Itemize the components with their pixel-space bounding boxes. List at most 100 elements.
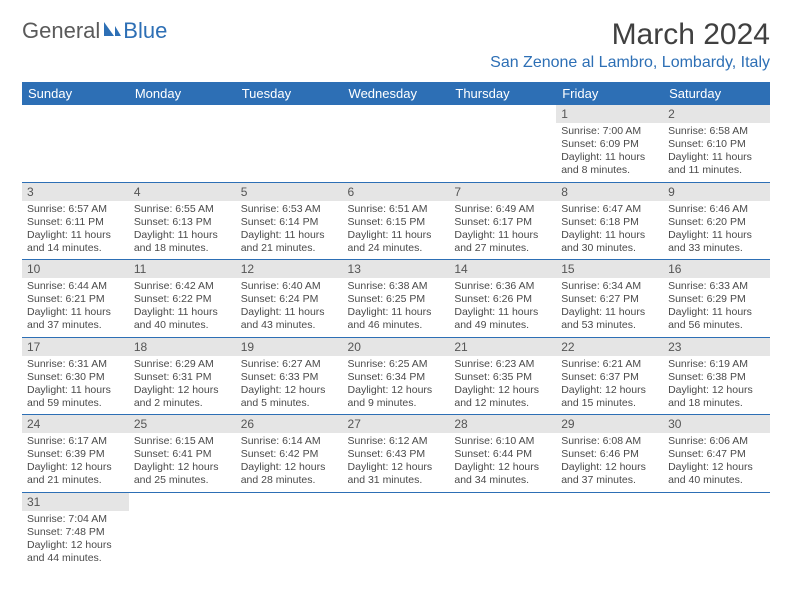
sunset-text: Sunset: 6:22 PM [134, 293, 231, 306]
location-text: San Zenone al Lambro, Lombardy, Italy [490, 54, 770, 72]
sunrise-text: Sunrise: 6:49 AM [454, 203, 551, 216]
daylight-text: Daylight: 12 hours and 40 minutes. [668, 461, 765, 487]
calendar-cell: 24Sunrise: 6:17 AMSunset: 6:39 PMDayligh… [22, 415, 129, 493]
day-number: 24 [22, 415, 129, 433]
day-number: 2 [663, 105, 770, 123]
day-details: Sunrise: 6:08 AMSunset: 6:46 PMDaylight:… [556, 433, 663, 492]
day-number: 7 [449, 183, 556, 201]
calendar-cell: 21Sunrise: 6:23 AMSunset: 6:35 PMDayligh… [449, 337, 556, 415]
calendar-cell: 9Sunrise: 6:46 AMSunset: 6:20 PMDaylight… [663, 182, 770, 260]
weekday-header: Monday [129, 82, 236, 105]
day-details: Sunrise: 6:10 AMSunset: 6:44 PMDaylight:… [449, 433, 556, 492]
sunset-text: Sunset: 6:09 PM [561, 138, 658, 151]
daylight-text: Daylight: 11 hours and 14 minutes. [27, 229, 124, 255]
day-number: 5 [236, 183, 343, 201]
day-number: 8 [556, 183, 663, 201]
sunrise-text: Sunrise: 6:21 AM [561, 358, 658, 371]
day-number: 21 [449, 338, 556, 356]
sunset-text: Sunset: 6:41 PM [134, 448, 231, 461]
day-details: Sunrise: 6:14 AMSunset: 6:42 PMDaylight:… [236, 433, 343, 492]
sunrise-text: Sunrise: 6:47 AM [561, 203, 658, 216]
calendar-cell [343, 105, 450, 182]
day-details: Sunrise: 6:44 AMSunset: 6:21 PMDaylight:… [22, 278, 129, 337]
day-details: Sunrise: 6:33 AMSunset: 6:29 PMDaylight:… [663, 278, 770, 337]
day-number: 3 [22, 183, 129, 201]
calendar-cell [343, 492, 450, 569]
calendar-cell [236, 492, 343, 569]
daylight-text: Daylight: 12 hours and 28 minutes. [241, 461, 338, 487]
daylight-text: Daylight: 11 hours and 30 minutes. [561, 229, 658, 255]
sunrise-text: Sunrise: 6:34 AM [561, 280, 658, 293]
weekday-header: Saturday [663, 82, 770, 105]
calendar-cell [129, 105, 236, 182]
daylight-text: Daylight: 11 hours and 18 minutes. [134, 229, 231, 255]
calendar-cell [449, 105, 556, 182]
calendar-cell: 23Sunrise: 6:19 AMSunset: 6:38 PMDayligh… [663, 337, 770, 415]
sunrise-text: Sunrise: 6:51 AM [348, 203, 445, 216]
calendar-cell: 27Sunrise: 6:12 AMSunset: 6:43 PMDayligh… [343, 415, 450, 493]
day-details: Sunrise: 6:31 AMSunset: 6:30 PMDaylight:… [22, 356, 129, 415]
logo-text-2: Blue [123, 18, 167, 44]
logo: General Blue [22, 18, 167, 44]
calendar-table: SundayMondayTuesdayWednesdayThursdayFrid… [22, 82, 770, 569]
calendar-row: 10Sunrise: 6:44 AMSunset: 6:21 PMDayligh… [22, 260, 770, 338]
sunset-text: Sunset: 6:43 PM [348, 448, 445, 461]
sunset-text: Sunset: 6:34 PM [348, 371, 445, 384]
daylight-text: Daylight: 11 hours and 59 minutes. [27, 384, 124, 410]
day-details: Sunrise: 6:38 AMSunset: 6:25 PMDaylight:… [343, 278, 450, 337]
sunset-text: Sunset: 6:10 PM [668, 138, 765, 151]
calendar-cell: 30Sunrise: 6:06 AMSunset: 6:47 PMDayligh… [663, 415, 770, 493]
daylight-text: Daylight: 12 hours and 12 minutes. [454, 384, 551, 410]
calendar-cell: 16Sunrise: 6:33 AMSunset: 6:29 PMDayligh… [663, 260, 770, 338]
calendar-cell: 1Sunrise: 7:00 AMSunset: 6:09 PMDaylight… [556, 105, 663, 182]
page-title: March 2024 [490, 18, 770, 52]
daylight-text: Daylight: 12 hours and 44 minutes. [27, 539, 124, 565]
calendar-cell: 3Sunrise: 6:57 AMSunset: 6:11 PMDaylight… [22, 182, 129, 260]
sunrise-text: Sunrise: 6:17 AM [27, 435, 124, 448]
day-details: Sunrise: 6:06 AMSunset: 6:47 PMDaylight:… [663, 433, 770, 492]
sunrise-text: Sunrise: 6:12 AM [348, 435, 445, 448]
day-number: 11 [129, 260, 236, 278]
day-number: 14 [449, 260, 556, 278]
day-details: Sunrise: 6:21 AMSunset: 6:37 PMDaylight:… [556, 356, 663, 415]
title-block: March 2024 San Zenone al Lambro, Lombard… [490, 18, 770, 72]
day-number: 12 [236, 260, 343, 278]
sunset-text: Sunset: 6:47 PM [668, 448, 765, 461]
day-number: 4 [129, 183, 236, 201]
calendar-cell [556, 492, 663, 569]
sunset-text: Sunset: 6:20 PM [668, 216, 765, 229]
sunrise-text: Sunrise: 6:31 AM [27, 358, 124, 371]
sunrise-text: Sunrise: 6:23 AM [454, 358, 551, 371]
sunrise-text: Sunrise: 6:36 AM [454, 280, 551, 293]
weekday-header: Sunday [22, 82, 129, 105]
calendar-cell: 11Sunrise: 6:42 AMSunset: 6:22 PMDayligh… [129, 260, 236, 338]
daylight-text: Daylight: 11 hours and 27 minutes. [454, 229, 551, 255]
day-details: Sunrise: 6:12 AMSunset: 6:43 PMDaylight:… [343, 433, 450, 492]
calendar-row: 3Sunrise: 6:57 AMSunset: 6:11 PMDaylight… [22, 182, 770, 260]
day-number: 25 [129, 415, 236, 433]
daylight-text: Daylight: 11 hours and 37 minutes. [27, 306, 124, 332]
sunset-text: Sunset: 6:24 PM [241, 293, 338, 306]
day-details: Sunrise: 6:51 AMSunset: 6:15 PMDaylight:… [343, 201, 450, 260]
weekday-header: Wednesday [343, 82, 450, 105]
calendar-cell: 5Sunrise: 6:53 AMSunset: 6:14 PMDaylight… [236, 182, 343, 260]
day-number: 28 [449, 415, 556, 433]
sunset-text: Sunset: 6:25 PM [348, 293, 445, 306]
day-details: Sunrise: 6:25 AMSunset: 6:34 PMDaylight:… [343, 356, 450, 415]
day-number: 29 [556, 415, 663, 433]
day-number: 9 [663, 183, 770, 201]
sunset-text: Sunset: 6:37 PM [561, 371, 658, 384]
day-details: Sunrise: 6:36 AMSunset: 6:26 PMDaylight:… [449, 278, 556, 337]
calendar-cell: 19Sunrise: 6:27 AMSunset: 6:33 PMDayligh… [236, 337, 343, 415]
daylight-text: Daylight: 12 hours and 5 minutes. [241, 384, 338, 410]
calendar-row: 24Sunrise: 6:17 AMSunset: 6:39 PMDayligh… [22, 415, 770, 493]
sunset-text: Sunset: 6:38 PM [668, 371, 765, 384]
day-number: 15 [556, 260, 663, 278]
day-number: 23 [663, 338, 770, 356]
daylight-text: Daylight: 11 hours and 46 minutes. [348, 306, 445, 332]
day-details: Sunrise: 7:04 AMSunset: 7:48 PMDaylight:… [22, 511, 129, 570]
calendar-cell: 25Sunrise: 6:15 AMSunset: 6:41 PMDayligh… [129, 415, 236, 493]
sunrise-text: Sunrise: 6:27 AM [241, 358, 338, 371]
day-details: Sunrise: 6:23 AMSunset: 6:35 PMDaylight:… [449, 356, 556, 415]
calendar-cell: 20Sunrise: 6:25 AMSunset: 6:34 PMDayligh… [343, 337, 450, 415]
